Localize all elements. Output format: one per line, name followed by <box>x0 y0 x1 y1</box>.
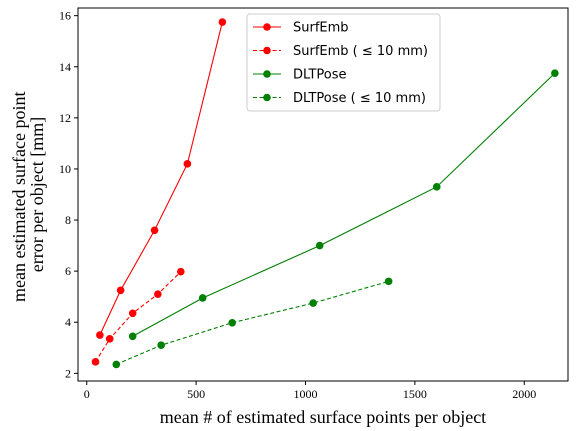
series-2 <box>128 69 559 341</box>
data-point <box>116 286 125 295</box>
x-tick-label: 500 <box>187 387 205 401</box>
data-point <box>228 318 237 327</box>
y-tick-label: 16 <box>59 9 71 23</box>
series-1 <box>91 267 185 366</box>
data-point <box>154 290 162 298</box>
data-point <box>96 331 104 339</box>
y-axis-label-line-1: mean estimated surface point <box>9 92 29 302</box>
y-tick-label: 12 <box>59 111 71 125</box>
legend-marker <box>263 70 271 78</box>
x-axis-ticks: 0 500 1000 1500 2000 <box>84 381 536 401</box>
data-point <box>218 18 227 26</box>
data-point <box>309 299 317 307</box>
legend-marker <box>263 93 271 102</box>
y-axis-ticks: 2 4 6 8 10 12 14 16 <box>59 9 78 380</box>
legend-item: SurfEmb <box>253 21 349 36</box>
legend-item: DLTPose <box>253 68 347 83</box>
y-tick-label: 10 <box>59 162 71 176</box>
data-point <box>150 226 159 235</box>
data-point <box>128 309 137 318</box>
plot-frame <box>77 7 569 382</box>
x-axis-label: mean # of estimated surface points per o… <box>160 407 486 427</box>
data-point <box>91 358 100 366</box>
legend-label: DLTPose <box>293 68 347 83</box>
data-point <box>432 183 441 191</box>
series-3 <box>112 277 393 369</box>
legend-label: SurfEmb <box>293 21 349 36</box>
data-point <box>177 267 185 276</box>
data-point <box>551 69 559 77</box>
plot-content <box>91 18 559 369</box>
y-axis-label-line-2: error per object [mm] <box>27 117 47 272</box>
legend: SurfEmb SurfEmb ( ≤ 10 mm) DLTPose DLTPose … <box>246 13 441 112</box>
data-point <box>198 294 207 302</box>
legend-box <box>246 13 441 112</box>
legend-item: DLTPose ( ≤ 10 mm) <box>253 91 426 106</box>
y-tick-label: 2 <box>65 366 71 380</box>
series-0 <box>96 18 227 339</box>
x-tick-label: 0 <box>84 387 90 401</box>
data-point <box>128 332 137 341</box>
data-point <box>112 360 121 369</box>
legend-label: SurfEmb ( ≤ 10 mm) <box>293 44 428 59</box>
series-line <box>116 280 389 365</box>
data-point <box>105 335 114 343</box>
legend-item: SurfEmb ( ≤ 10 mm) <box>253 44 428 59</box>
x-tick-label: 1500 <box>403 387 427 401</box>
y-tick-label: 6 <box>65 264 71 278</box>
y-tick-label: 8 <box>65 213 71 227</box>
series-line <box>132 72 556 337</box>
x-tick-label: 2000 <box>512 387 536 401</box>
data-point <box>315 241 324 250</box>
legend-marker <box>263 23 271 31</box>
y-tick-label: 4 <box>65 315 71 329</box>
data-point <box>183 160 192 168</box>
legend-label: DLTPose ( ≤ 10 mm) <box>293 91 426 106</box>
data-point <box>384 277 393 286</box>
y-tick-label: 14 <box>59 60 71 74</box>
data-point <box>157 341 165 350</box>
y-axis-label: mean estimated surface point error per o… <box>9 87 47 302</box>
x-tick-label: 1000 <box>294 387 318 401</box>
legend-marker <box>263 46 271 55</box>
